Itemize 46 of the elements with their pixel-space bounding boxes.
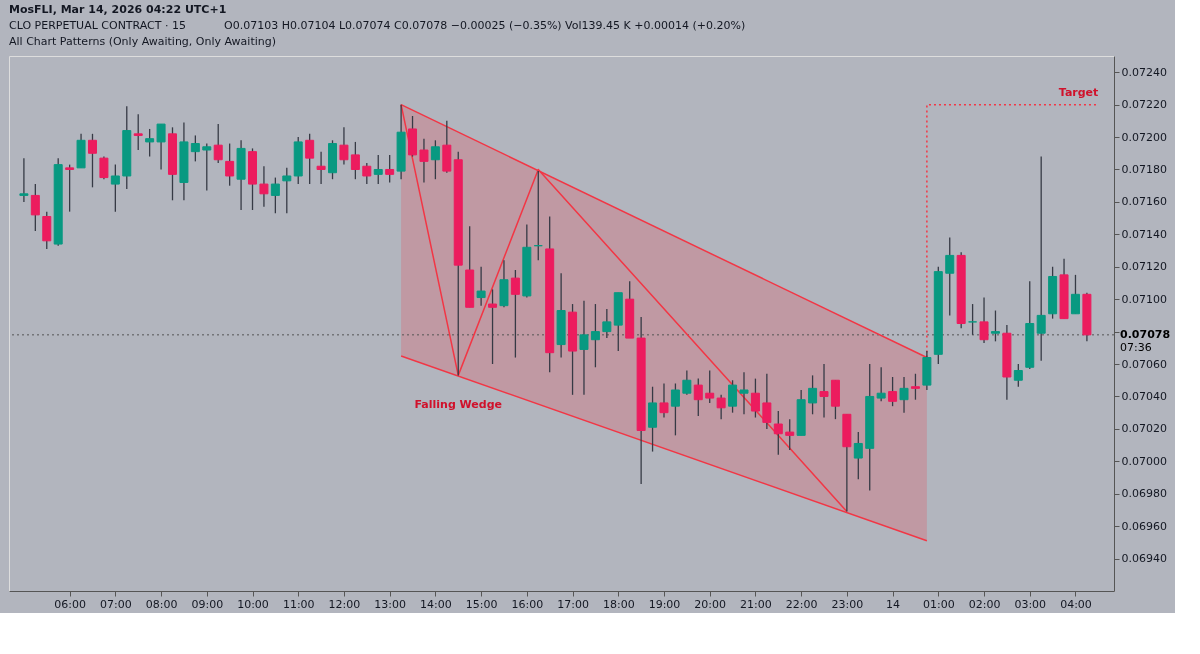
x-tick-label: 23:00: [831, 597, 864, 611]
x-tick-label: 06:00: [54, 597, 86, 611]
text: 07:36: [1120, 340, 1152, 354]
x-tick-label: 16:00: [511, 597, 544, 611]
y-tick-label: 0.07020: [1121, 422, 1167, 436]
x-tick-label: 04:00: [1060, 597, 1092, 611]
y-tick-label: 0.06940: [1121, 552, 1167, 566]
x-tick-label: 21:00: [740, 597, 772, 611]
y-tick-label: 0.07140: [1121, 227, 1167, 241]
y-tick-label: 0.06960: [1121, 519, 1167, 533]
x-tick-label: 14: [886, 597, 901, 611]
y-tick-label: 0.06980: [1121, 487, 1167, 501]
y-tick-label: 0.07040: [1121, 389, 1167, 403]
y-tick-label: 0.07060: [1121, 357, 1167, 371]
x-tick-label: 17:00: [557, 597, 589, 611]
x-tick-label: 10:00: [237, 597, 269, 611]
x-tick-label: 01:00: [922, 597, 955, 611]
text: O0.07103 H0.07104 L0.07074 C0.07078 −0.00025 (−0.35%) Vol139.45 K +0.00014 (+0.20%): [224, 19, 746, 32]
y-tick-label: 0.07200: [1121, 130, 1167, 144]
text: MosFLI, Mar 14, 2026 04:22 UTC+1: [9, 3, 227, 16]
x-tick-label: 19:00: [648, 597, 681, 611]
x-tick-label: 07:00: [99, 597, 132, 611]
x-tick-label: 03:00: [1014, 597, 1047, 611]
x-tick-label: 20:00: [694, 597, 727, 611]
x-tick-label: 08:00: [145, 597, 178, 611]
y-tick-label: 0.07220: [1121, 98, 1167, 112]
annotation: Target: [1058, 85, 1099, 99]
chart-subtitle: All Chart Patterns (Only Awaiting, Only Awaiting): [9, 35, 277, 48]
y-tick-label: 0.07120: [1121, 260, 1167, 274]
x-tick-label: 15:00: [465, 597, 498, 611]
x-tick-label: 11:00: [282, 597, 315, 611]
annotation: Falling Wedge: [414, 398, 503, 412]
ref-line-label: 0.07078: [1120, 327, 1171, 341]
chart-title: CLO PERPETUAL CONTRACT · 15: [9, 19, 187, 32]
y-tick-label: 0.07160: [1121, 195, 1167, 209]
x-tick-label: 13:00: [374, 597, 407, 611]
x-tick-label: 14:00: [420, 597, 452, 611]
y-tick-label: 0.07000: [1121, 454, 1167, 468]
y-tick-label: 0.07240: [1121, 65, 1167, 79]
x-tick-label: 22:00: [785, 597, 818, 611]
x-tick-label: 12:00: [328, 597, 361, 611]
y-tick-label: 0.07180: [1121, 162, 1167, 176]
x-tick-label: 18:00: [602, 597, 635, 611]
x-tick-label: 09:00: [191, 597, 224, 611]
y-tick-label: 0.07100: [1121, 292, 1167, 306]
x-tick-label: 02:00: [968, 597, 1001, 611]
